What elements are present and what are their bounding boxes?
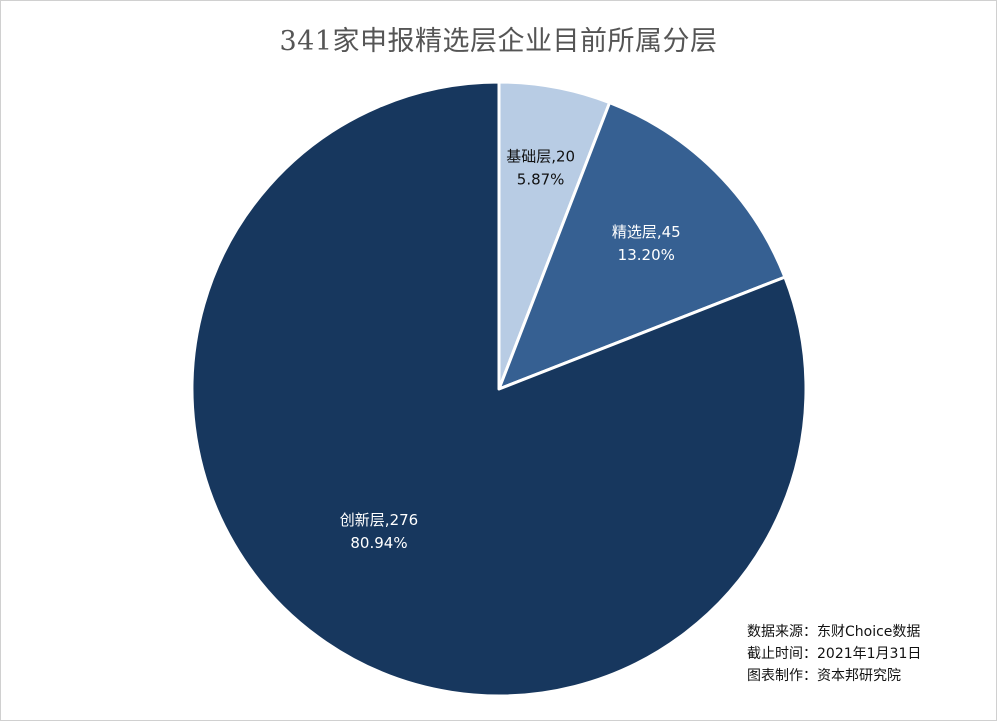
source-notes: 数据来源：东财Choice数据 截止时间：2021年1月31日 图表制作：资本邦… bbox=[747, 621, 921, 687]
slice-label-创新层: 创新层,276 bbox=[340, 511, 418, 529]
source-line: 数据来源：东财Choice数据 bbox=[747, 624, 921, 640]
pie-slice-创新层 bbox=[190, 80, 808, 698]
pie-slices bbox=[190, 80, 808, 698]
chart-title: 341家申报精选层企业目前所属分层 bbox=[279, 26, 718, 57]
made-by-line: 图表制作：资本邦研究院 bbox=[747, 668, 901, 684]
pie-labels: 基础层,20 5.87% 精选层,45 13.20% 创新层,276 80.94% bbox=[340, 148, 681, 552]
pie-slice-精选层 bbox=[497, 101, 787, 391]
slice-percent-基础层: 5.87% bbox=[517, 171, 565, 189]
slice-percent-创新层: 80.94% bbox=[350, 534, 407, 552]
slice-percent-精选层: 13.20% bbox=[618, 246, 675, 264]
slice-label-精选层: 精选层,45 bbox=[612, 223, 681, 241]
slice-label-基础层: 基础层,20 bbox=[506, 148, 575, 166]
cutoff-line: 截止时间：2021年1月31日 bbox=[747, 646, 922, 662]
